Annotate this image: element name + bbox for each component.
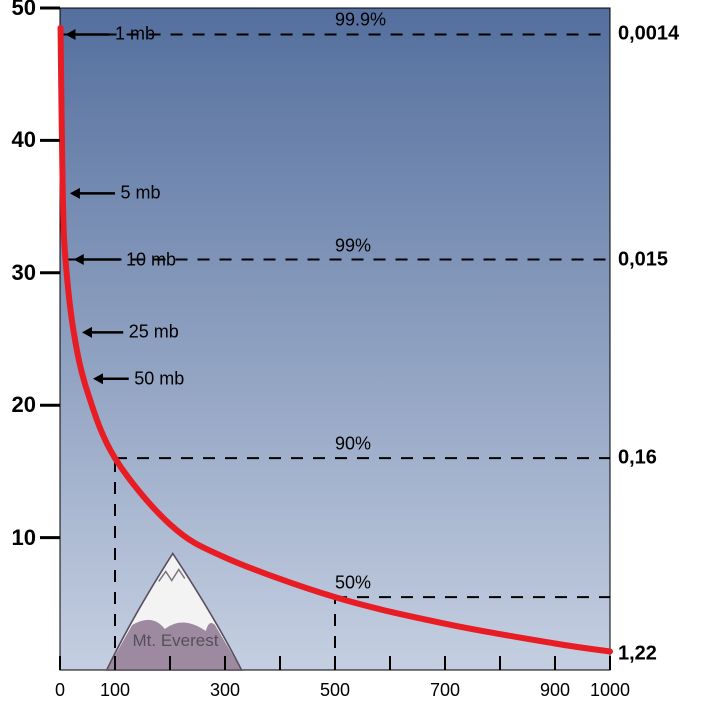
mb-label-4: 50 mb <box>134 368 184 389</box>
right-value-3: 1,22 <box>618 643 657 666</box>
mb-label-0: 1 mb <box>115 24 155 45</box>
mb-label-1: 5 mb <box>121 183 161 204</box>
percent-label-3: 50% <box>335 573 371 594</box>
x-label-700: 700 <box>430 680 460 701</box>
y-label-40: 40 <box>4 127 36 153</box>
right-value-0: 0,0014 <box>618 23 679 46</box>
y-label-20: 20 <box>4 392 36 418</box>
x-label-0: 0 <box>55 680 65 701</box>
percent-label-1: 99% <box>335 235 371 256</box>
y-label-10: 10 <box>4 525 36 551</box>
x-label-900: 900 <box>540 680 570 701</box>
y-label-30: 30 <box>4 260 36 286</box>
mountain-label: Mt. Everest <box>133 631 219 651</box>
percent-label-0: 99.9% <box>335 10 386 31</box>
mb-label-3: 25 mb <box>129 322 179 343</box>
pressure-altitude-chart <box>0 0 707 726</box>
mb-label-2: 10 mb <box>126 249 176 270</box>
right-value-1: 0,015 <box>618 248 668 271</box>
x-label-300: 300 <box>210 680 240 701</box>
x-label-100: 100 <box>100 680 130 701</box>
y-label-50: 50 <box>4 0 36 21</box>
percent-label-2: 90% <box>335 434 371 455</box>
x-label-500: 500 <box>320 680 350 701</box>
x-label-1000: 1000 <box>590 680 630 701</box>
right-value-2: 0,16 <box>618 447 657 470</box>
